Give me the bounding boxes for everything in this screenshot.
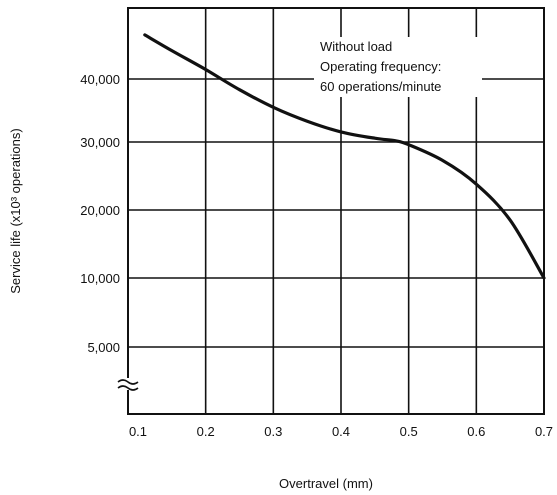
annotation-line-3: 60 operations/minute bbox=[320, 79, 441, 94]
x-axis-title: Overtravel (mm) bbox=[279, 476, 373, 491]
y-tick-labels: 5,000 10,000 20,000 30,000 40,000 bbox=[80, 72, 120, 355]
service-life-curve bbox=[143, 33, 546, 280]
x-tick-label: 0.5 bbox=[400, 424, 418, 439]
y-tick-label: 40,000 bbox=[80, 72, 120, 87]
plot-frame bbox=[127, 7, 545, 415]
x-tick-label: 0.4 bbox=[332, 424, 350, 439]
axis-break-mark bbox=[117, 378, 139, 391]
y-tick-label: 10,000 bbox=[80, 271, 120, 286]
x-tick-label: 0.2 bbox=[197, 424, 215, 439]
y-axis-title: Service life (x10³ operations) bbox=[8, 128, 23, 293]
annotation-line-1: Without load bbox=[320, 39, 392, 54]
annotation-background bbox=[314, 37, 482, 97]
x-tick-label: 0.3 bbox=[264, 424, 282, 439]
y-tick-label: 20,000 bbox=[80, 203, 120, 218]
y-tick-label: 30,000 bbox=[80, 135, 120, 150]
x-tick-label: 0.7 bbox=[535, 424, 553, 439]
x-tick-label: 0.1 bbox=[129, 424, 147, 439]
x-tick-labels: 0.1 0.2 0.3 0.4 0.5 0.6 0.7 bbox=[129, 424, 553, 439]
y-tick-label: 5,000 bbox=[87, 340, 120, 355]
x-tick-label: 0.6 bbox=[467, 424, 485, 439]
annotation-line-2: Operating frequency: bbox=[320, 59, 441, 74]
